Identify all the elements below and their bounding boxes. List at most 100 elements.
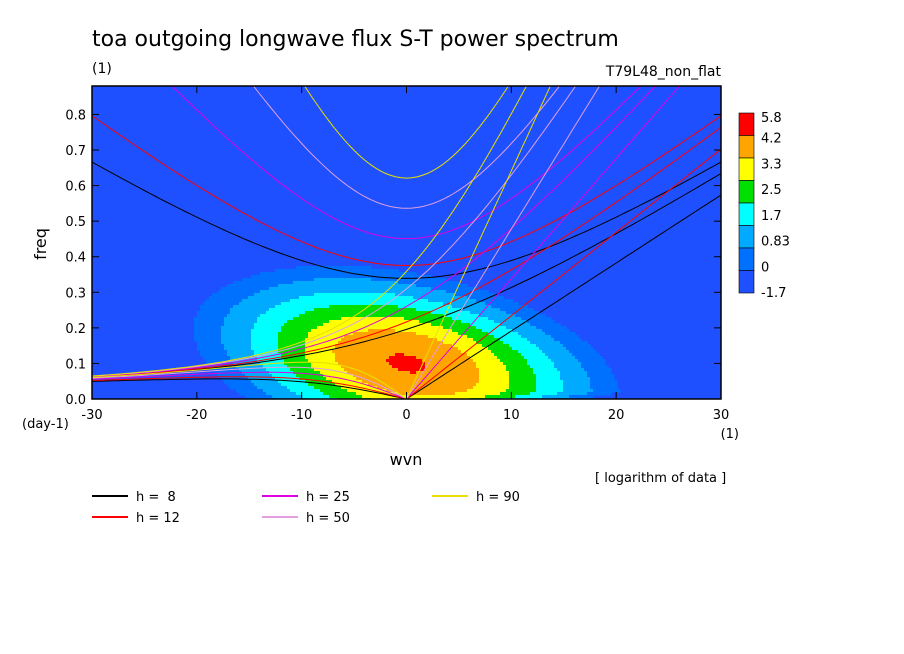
contour-cell	[461, 320, 495, 324]
contour-cell	[314, 293, 396, 297]
contour-cell	[320, 389, 348, 393]
contour-cell	[398, 305, 453, 309]
contour-cell	[296, 374, 324, 378]
contour-cell	[488, 332, 519, 336]
contour-cell	[332, 380, 363, 384]
contour-cell	[290, 368, 315, 372]
contour-cell	[389, 356, 417, 360]
contour-cell	[194, 320, 225, 324]
contour-cell	[251, 347, 279, 351]
contour-cell	[200, 308, 231, 312]
kelvin-curve-h50	[406, 86, 601, 399]
contour-cell	[536, 386, 564, 390]
contour-cell	[506, 326, 537, 330]
contour-cell	[512, 347, 540, 351]
contour-cell	[227, 383, 255, 387]
y-axis: 0.0 0.1 0.2 0.3 0.4 0.5 0.6 0.7 0.8	[65, 108, 721, 408]
contour-cell	[458, 347, 489, 351]
contour-cell	[197, 341, 222, 345]
contour-cell	[341, 317, 405, 321]
contour-cell	[239, 302, 282, 306]
colorbar-label: 1.7	[761, 209, 782, 224]
contour-cell	[506, 368, 534, 372]
contour-cell	[335, 353, 396, 357]
contour-cell	[329, 305, 399, 309]
colorbar-swatch	[738, 247, 755, 271]
contour-cell	[509, 371, 534, 375]
mrg-curve-h12	[92, 126, 721, 378]
colorbar-label: 5.8	[761, 111, 782, 126]
contour-cell	[344, 335, 429, 339]
contour-cell	[284, 323, 324, 327]
colorbar: 5.8 4.2 3.3 2.5 1.7 0.83 0 -1.7	[738, 111, 790, 301]
contour-cell	[224, 380, 252, 384]
y-tick-label: 0.5	[65, 215, 86, 230]
contour-cell	[197, 314, 228, 318]
contour-cell	[563, 383, 591, 387]
contour-cell	[224, 323, 255, 327]
contour-cell	[482, 329, 513, 333]
contour-cell	[266, 368, 291, 372]
colorbar-label: -1.7	[761, 286, 786, 301]
contour-cell	[500, 338, 528, 342]
contour-cell	[227, 284, 279, 288]
contour-cell	[281, 326, 318, 330]
contour-cell	[299, 296, 414, 300]
contour-cell	[584, 368, 612, 372]
contour-cell	[281, 383, 309, 387]
contour-cell	[254, 350, 279, 354]
contour-cell	[467, 389, 507, 393]
contour-cell	[509, 374, 537, 378]
contour-cell	[308, 335, 345, 339]
contour-cell	[452, 305, 492, 309]
contour-cell	[428, 335, 468, 339]
y-tick-label: 0.1	[65, 357, 86, 372]
contour-cell	[590, 377, 615, 381]
contour-cell	[479, 374, 510, 378]
contour-cell	[278, 341, 306, 345]
contour-cell	[197, 344, 225, 348]
contour-cell	[542, 350, 570, 354]
contour-cell	[335, 359, 387, 363]
contour-cell	[323, 323, 432, 327]
contour-cell	[362, 395, 486, 399]
contour-cell	[503, 341, 531, 345]
colorbar-swatch	[738, 135, 755, 159]
contour-cell	[551, 335, 579, 339]
y-tick-label: 0.0	[65, 393, 86, 408]
contour-cell	[224, 344, 252, 348]
contour-cell	[530, 341, 561, 345]
kelvin-curve-h25	[406, 86, 681, 399]
contour-cell	[494, 335, 522, 339]
contour-cell	[284, 362, 312, 366]
contour-cell	[416, 371, 480, 375]
contour-fill-layer	[92, 86, 721, 399]
contour-cell	[206, 359, 231, 363]
contour-cell	[281, 356, 306, 360]
contour-cell	[272, 374, 297, 378]
contour-cell	[194, 329, 222, 333]
x-axis-label: wvn	[390, 450, 423, 469]
contour-cell	[344, 368, 399, 372]
contour-cell	[536, 374, 561, 378]
contour-cell	[293, 281, 399, 285]
y-tick-label: 0.3	[65, 286, 86, 301]
contour-cell	[398, 281, 459, 285]
contour-cell	[518, 350, 543, 354]
contour-cell	[296, 392, 324, 396]
contour-cell	[563, 380, 591, 384]
contour-cell	[470, 356, 498, 360]
contour-cell	[563, 386, 591, 390]
contour-cell	[230, 311, 267, 315]
contour-cell	[323, 392, 357, 396]
inertia-gravity-curve-h90	[304, 86, 509, 179]
contour-cell	[476, 341, 504, 345]
contour-cell	[233, 281, 294, 285]
contour-cell	[443, 314, 480, 318]
y-tick-label: 0.4	[65, 251, 86, 266]
contour-cell	[389, 362, 426, 366]
contour-cell	[251, 275, 432, 279]
contour-cell	[218, 374, 246, 378]
contour-cell	[224, 317, 258, 321]
contour-cell	[293, 317, 342, 321]
